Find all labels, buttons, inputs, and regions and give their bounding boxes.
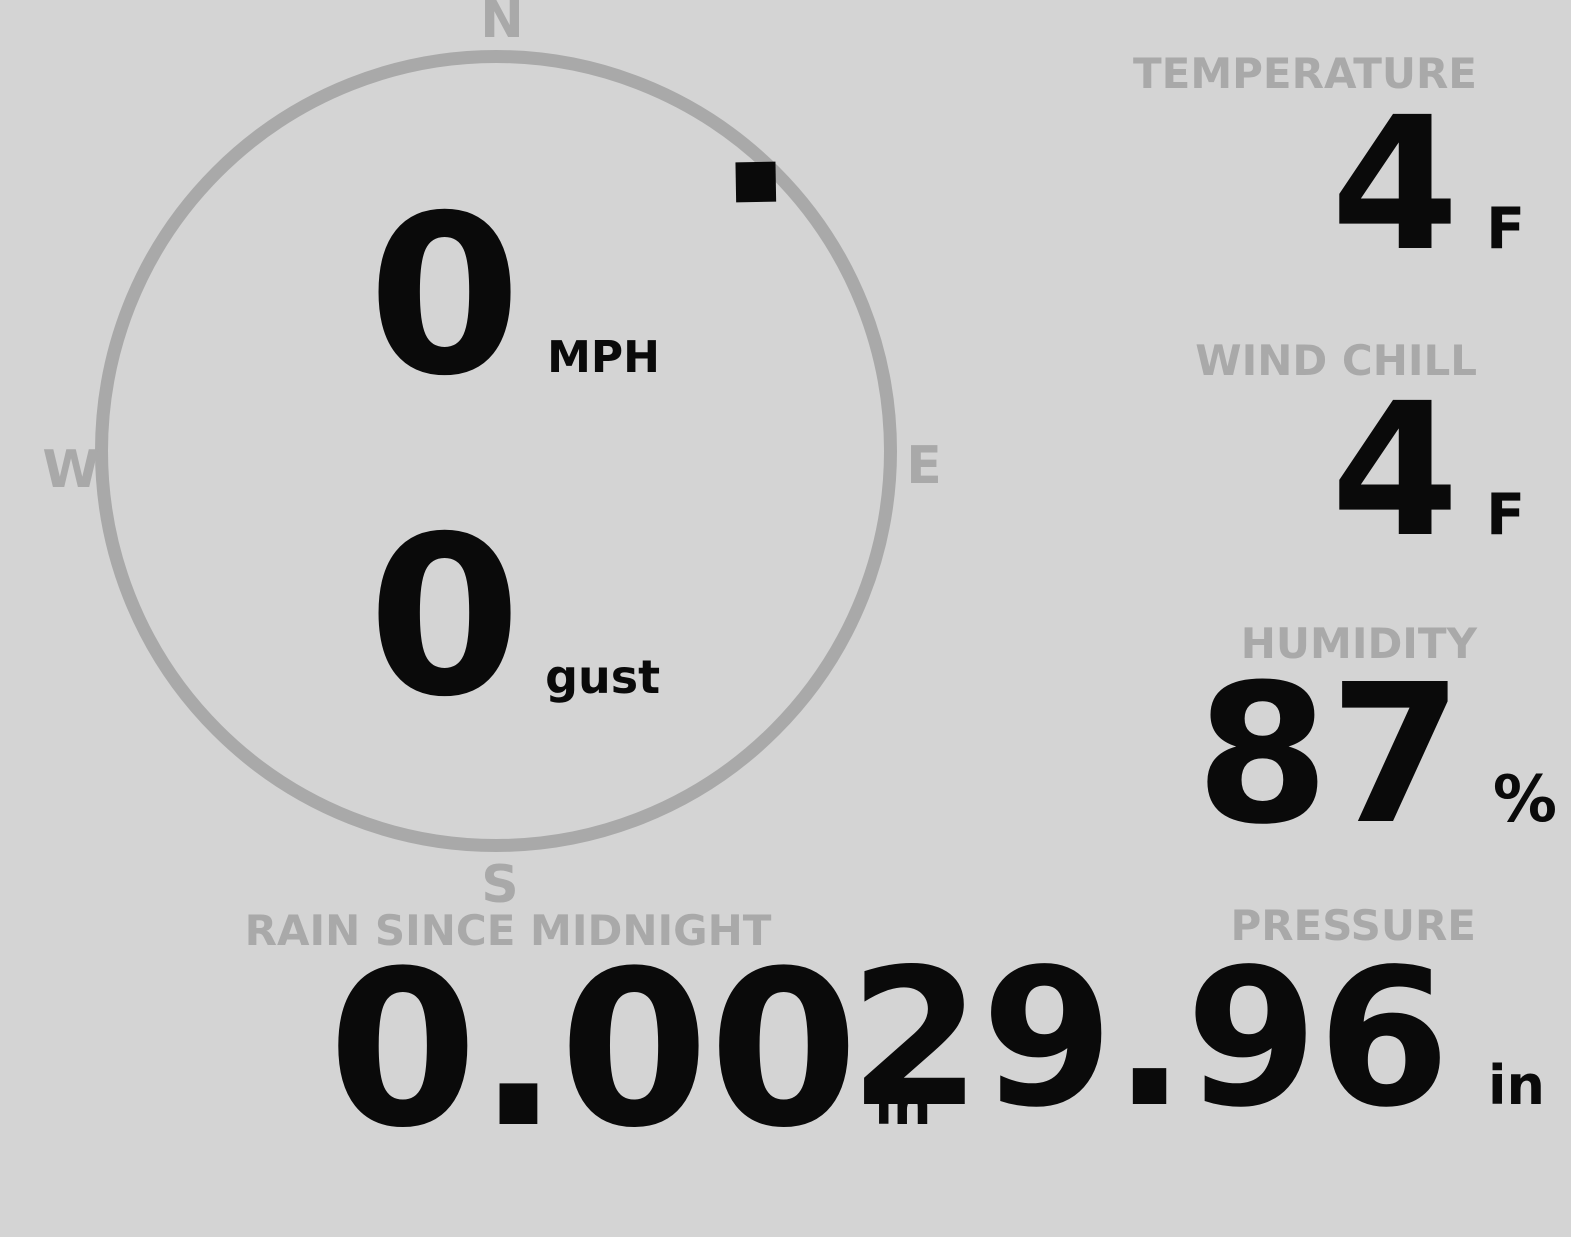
compass-label-west: W [42,440,100,500]
wind-speed: 0 MPH [368,186,660,406]
wind-chill-label: WIND CHILL [1195,336,1477,385]
rain-label: RAIN SINCE MIDNIGHT [244,906,772,955]
wind-chill-value: 4 [1331,364,1460,578]
pressure-value: 29.96 [849,928,1451,1149]
compass-label-south: S [481,855,519,915]
wind-direction-marker-icon [735,161,777,203]
temperature-label: TEMPERATURE [1133,49,1477,98]
humidity-reading: 87% [1196,660,1557,852]
pressure-unit: in [1488,1054,1545,1117]
temperature-unit: F [1486,196,1525,262]
wind-speed-unit: MPH [547,332,660,383]
humidity-value: 87 [1195,644,1463,867]
compass-label-east: E [906,436,942,496]
wind-chill-unit: F [1486,482,1525,548]
temperature-value: 4 [1331,78,1460,292]
compass-label-north: N [480,0,524,50]
wind-speed-value: 0 [368,168,522,424]
pressure-label: PRESSURE [1230,901,1476,950]
rain-unit: in [874,1074,932,1137]
humidity-label: HUMIDITY [1240,619,1477,668]
humidity-unit: % [1492,763,1557,837]
wind-gust-value: 0 [368,489,522,745]
rain-reading: 0.00 in [328,942,931,1157]
rain-value: 0.00 [328,924,859,1175]
pressure-reading: 29.96 in [849,944,1545,1134]
wind-gust-unit: gust [545,650,661,704]
wind-gust: 0 gust [368,507,660,727]
